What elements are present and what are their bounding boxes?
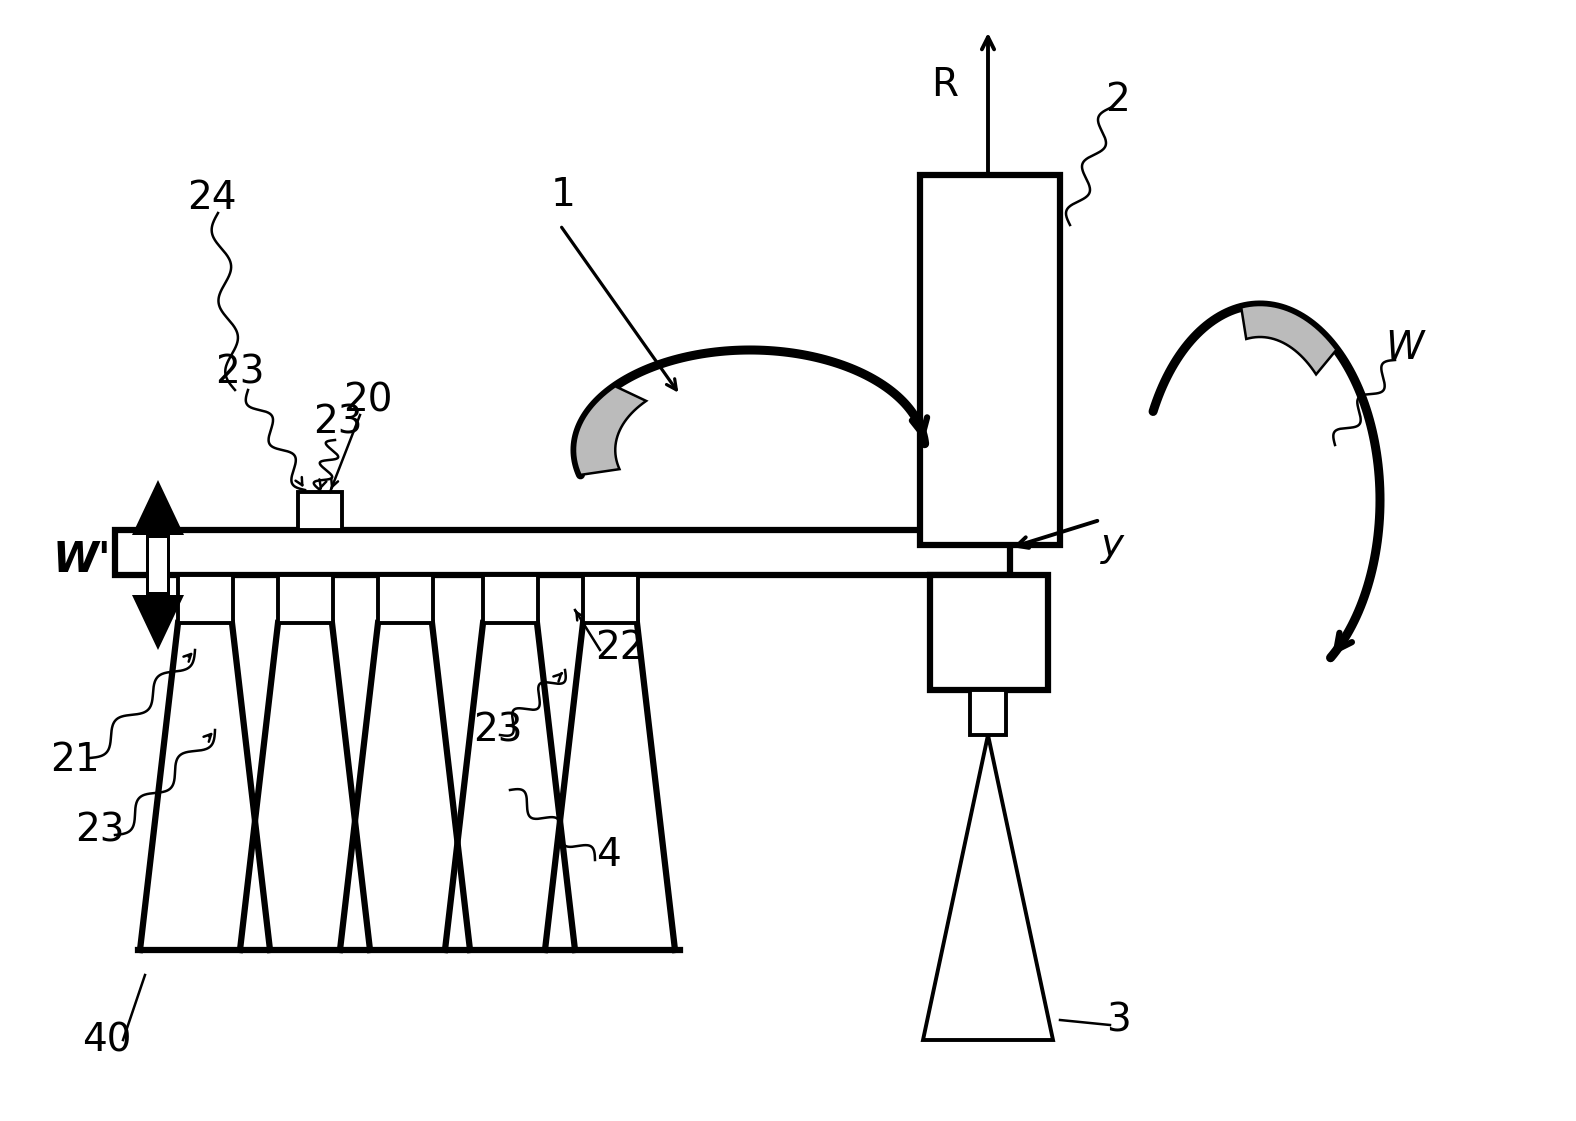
- Bar: [115, 530, 1010, 575]
- Text: y: y: [1100, 526, 1124, 564]
- Polygon shape: [575, 387, 646, 475]
- Text: 21: 21: [50, 741, 99, 779]
- Text: 24: 24: [188, 179, 236, 217]
- Bar: [178, 575, 233, 623]
- Text: 4: 4: [596, 836, 621, 874]
- Text: 40: 40: [82, 1021, 132, 1059]
- Text: 2: 2: [1106, 81, 1130, 119]
- Bar: [378, 575, 433, 623]
- Bar: [969, 691, 1005, 735]
- Text: W: W: [1385, 328, 1425, 367]
- Text: R: R: [931, 66, 958, 104]
- Bar: [482, 575, 537, 623]
- Text: 23: 23: [216, 353, 265, 391]
- Bar: [277, 575, 333, 623]
- Polygon shape: [150, 538, 167, 592]
- Text: W': W': [52, 539, 112, 581]
- Polygon shape: [1242, 305, 1336, 374]
- Text: 1: 1: [550, 176, 575, 214]
- Text: 23: 23: [473, 711, 523, 749]
- Polygon shape: [132, 480, 184, 650]
- Bar: [583, 575, 638, 623]
- Text: 23: 23: [76, 810, 125, 849]
- Bar: [920, 175, 1061, 545]
- Polygon shape: [924, 735, 1053, 1040]
- Text: 23: 23: [314, 404, 362, 442]
- Text: 3: 3: [1106, 1001, 1130, 1039]
- Bar: [298, 492, 342, 530]
- Text: 22: 22: [596, 629, 645, 667]
- Text: 20: 20: [344, 381, 392, 419]
- Bar: [930, 575, 1048, 691]
